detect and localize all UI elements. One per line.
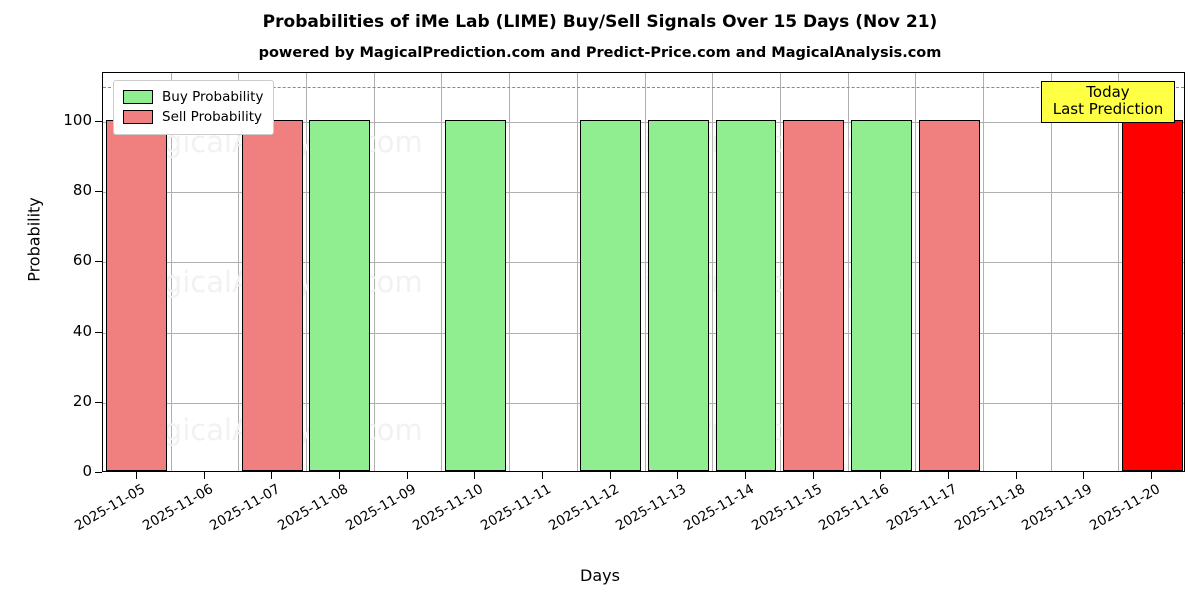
bar-2025-11-15-sell[interactable] bbox=[783, 120, 845, 471]
bar-2025-11-05-sell[interactable] bbox=[106, 120, 168, 471]
gridline-vertical bbox=[374, 73, 375, 471]
today-annotation: Today Last Prediction bbox=[1041, 81, 1175, 123]
today-annotation-line1: Today bbox=[1086, 83, 1130, 101]
legend-swatch-buy bbox=[123, 90, 153, 104]
legend-item-sell[interactable]: Sell Probability bbox=[123, 107, 263, 127]
bar-2025-11-10-buy[interactable] bbox=[444, 120, 506, 471]
y-tick-mark bbox=[95, 332, 102, 333]
y-tick-label: 100 bbox=[63, 111, 92, 130]
gridline-vertical bbox=[1051, 73, 1052, 471]
x-tick-mark bbox=[1016, 472, 1017, 479]
gridline-vertical bbox=[577, 73, 578, 471]
x-tick-mark bbox=[813, 472, 814, 479]
y-tick-mark bbox=[95, 261, 102, 262]
bar-2025-11-14-buy[interactable] bbox=[715, 120, 777, 471]
x-tick-mark bbox=[677, 472, 678, 479]
gridline-vertical bbox=[645, 73, 646, 471]
gridline-horizontal bbox=[103, 403, 1184, 404]
y-axis-label: Probability bbox=[24, 197, 44, 282]
bar-2025-11-17-sell[interactable] bbox=[918, 120, 980, 471]
today-annotation-line2: Last Prediction bbox=[1052, 99, 1164, 118]
gridline-vertical bbox=[915, 73, 916, 471]
x-tick-mark bbox=[880, 472, 881, 479]
x-axis-label: Days bbox=[580, 566, 620, 585]
gridline-vertical bbox=[238, 73, 239, 471]
x-tick-mark bbox=[136, 472, 137, 479]
gridline-vertical bbox=[171, 73, 172, 471]
y-tick-label: 60 bbox=[72, 251, 92, 270]
chart-title: Probabilities of iMe Lab (LIME) Buy/Sell… bbox=[262, 12, 938, 32]
x-tick-mark bbox=[542, 472, 543, 479]
bar-2025-11-20-today[interactable] bbox=[1121, 120, 1183, 471]
gridline-vertical bbox=[780, 73, 781, 471]
legend-swatch-sell bbox=[123, 110, 153, 124]
reference-line bbox=[103, 87, 1184, 88]
bar-2025-11-08-buy[interactable] bbox=[309, 120, 371, 471]
legend-label-sell: Sell Probability bbox=[162, 109, 263, 125]
bar-2025-11-07-sell[interactable] bbox=[241, 120, 303, 471]
x-tick-mark bbox=[1083, 472, 1084, 479]
y-tick-mark bbox=[95, 121, 102, 122]
legend-item-buy[interactable]: Buy Probability bbox=[123, 87, 263, 107]
chart-subtitle: powered by MagicalPrediction.com and Pre… bbox=[258, 45, 942, 61]
gridline-horizontal bbox=[103, 122, 1184, 123]
gridline-vertical bbox=[848, 73, 849, 471]
y-tick-label: 40 bbox=[72, 321, 92, 340]
y-tick-label: 0 bbox=[82, 462, 92, 480]
y-tick-label: 80 bbox=[72, 181, 92, 200]
x-tick-mark bbox=[407, 472, 408, 479]
legend-label-buy: Buy Probability bbox=[162, 89, 264, 105]
x-tick-mark bbox=[1151, 472, 1152, 479]
gridline-horizontal bbox=[103, 333, 1184, 334]
x-tick-mark bbox=[610, 472, 611, 479]
gridline-vertical bbox=[712, 73, 713, 471]
gridline-vertical bbox=[441, 73, 442, 471]
chart-legend: Buy Probability Sell Probability bbox=[113, 80, 275, 135]
gridline-vertical bbox=[509, 73, 510, 471]
gridline-vertical bbox=[306, 73, 307, 471]
y-tick-mark bbox=[95, 472, 102, 473]
bar-2025-11-13-buy[interactable] bbox=[647, 120, 709, 471]
bar-2025-11-12-buy[interactable] bbox=[580, 120, 642, 471]
x-tick-mark bbox=[339, 472, 340, 479]
gridline-vertical bbox=[1118, 73, 1119, 471]
gridline-horizontal bbox=[103, 192, 1184, 193]
x-tick-mark bbox=[474, 472, 475, 479]
x-tick-mark bbox=[745, 472, 746, 479]
x-tick-mark bbox=[948, 472, 949, 479]
y-tick-mark bbox=[95, 402, 102, 403]
bar-2025-11-16-buy[interactable] bbox=[850, 120, 912, 471]
gridline-vertical bbox=[983, 73, 984, 471]
x-tick-mark bbox=[204, 472, 205, 479]
y-tick-label: 20 bbox=[72, 391, 92, 410]
x-tick-mark bbox=[271, 472, 272, 479]
gridline-horizontal bbox=[103, 262, 1184, 263]
y-tick-mark bbox=[95, 191, 102, 192]
